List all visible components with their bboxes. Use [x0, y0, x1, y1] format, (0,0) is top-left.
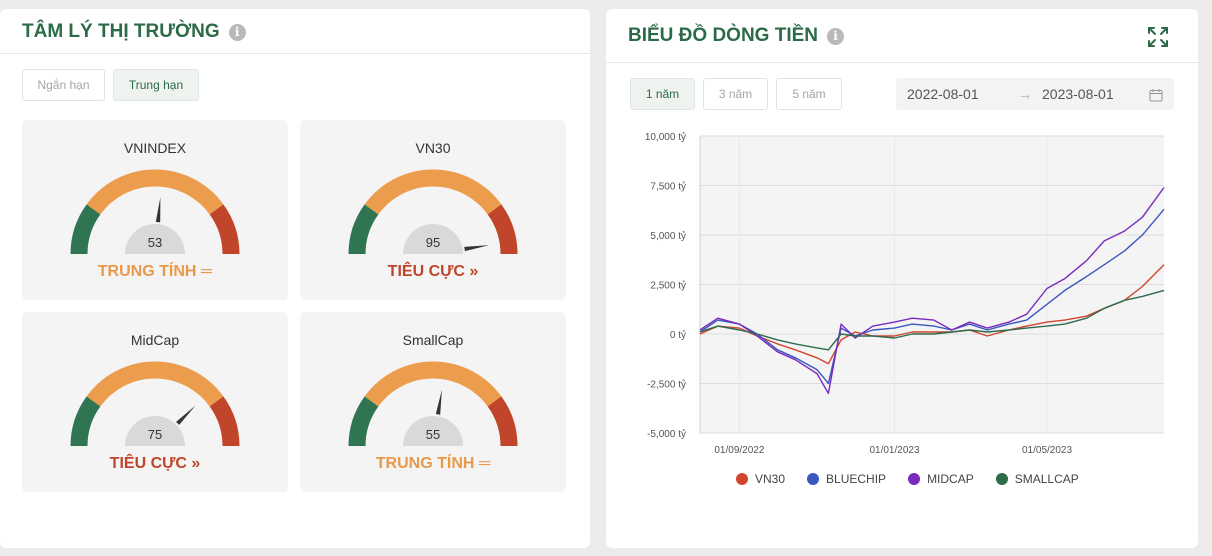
gauge-needle — [435, 389, 442, 415]
sentiment-divider — [0, 53, 590, 54]
period-1-year[interactable]: 1 năm — [630, 78, 695, 110]
gauge-status: TIÊU CỰC » — [22, 455, 288, 473]
expand-icon[interactable] — [1146, 25, 1170, 49]
date-from-input[interactable]: 2022-08-01 — [907, 86, 979, 102]
sentiment-gauge — [70, 361, 240, 447]
gauge-value: 75 — [147, 427, 163, 442]
legend-marker — [908, 473, 921, 485]
gauge-status: TRUNG TÍNH ═ — [300, 455, 566, 473]
gauge-status: TRUNG TÍNH ═ — [22, 263, 288, 281]
gauge-zone-high — [209, 204, 240, 255]
sentiment-title: TÂM LÝ THỊ TRƯỜNG — [22, 21, 220, 42]
legend-label: VN30 — [755, 472, 786, 486]
status-text: TIÊU CỰC — [387, 263, 465, 280]
legend-marker — [807, 473, 820, 485]
date-to-input[interactable]: 2023-08-01 — [1042, 86, 1114, 102]
status-text: TIÊU CỰC — [109, 455, 187, 472]
x-tick-label: 01/05/2023 — [1022, 445, 1072, 456]
legend-label: SMALLCAP — [1014, 472, 1079, 486]
info-icon[interactable]: i — [228, 23, 246, 41]
gauge-zone-high — [487, 204, 518, 255]
gauge-needle — [176, 405, 196, 425]
gauge-hub — [125, 416, 185, 446]
double-chevron-down-icon: » — [191, 455, 201, 472]
y-tick-label: -2,500 tỷ — [647, 379, 686, 391]
equals-icon: ═ — [200, 263, 213, 280]
legend-label: MIDCAP — [927, 472, 974, 486]
period-3-years[interactable]: 3 năm — [703, 78, 768, 110]
gauge-hub — [403, 224, 463, 254]
equals-icon: ═ — [478, 455, 491, 472]
gauge-card-smallcap: SmallCap 55 TRUNG TÍNH ═ — [300, 312, 566, 492]
gauge-label: VNINDEX — [123, 140, 187, 156]
y-tick-label: 2,500 tỷ — [650, 280, 686, 292]
gauge-label: SmallCap — [402, 332, 464, 348]
gauge-zone-low — [348, 396, 379, 447]
legend-item-vn30[interactable]: VN30 — [736, 472, 785, 486]
gauge-value: 55 — [425, 427, 441, 442]
gauge-hub — [403, 416, 463, 446]
series-line-vn30 — [699, 264, 1165, 365]
legend-label: BLUECHIP — [826, 472, 887, 486]
tab-short-term[interactable]: Ngắn hạn — [22, 69, 105, 101]
gauge-card-midcap: MidCap 75 TIÊU CỰC » — [22, 312, 288, 492]
sentiment-gauge — [348, 361, 518, 447]
gauge-zone-high — [209, 396, 240, 447]
gauge-zone-low — [70, 204, 101, 255]
legend-marker — [736, 473, 748, 485]
gauge-zone-mid — [364, 169, 502, 215]
gauge-needle — [155, 197, 161, 223]
gauge-zone-high — [487, 396, 518, 447]
calendar-icon[interactable] — [1149, 88, 1163, 102]
cashflow-header: BIỂU ĐỒ DÒNG TIỀN i — [628, 25, 845, 47]
cashflow-divider — [606, 62, 1198, 63]
gauge-zone-low — [348, 204, 379, 255]
gauge-zone-low — [70, 396, 101, 447]
series-line-bluechip — [699, 208, 1165, 385]
cashflow-panel: BIỂU ĐỒ DÒNG TIỀN i 1 năm 3 năm 5 năm 20… — [606, 9, 1198, 548]
legend-item-midcap[interactable]: MIDCAP — [908, 472, 974, 486]
status-text: TRUNG TÍNH — [97, 263, 197, 280]
gauge-card-vnindex: VNINDEX 53 TRUNG TÍNH ═ — [22, 120, 288, 300]
gauge-value: 95 — [425, 235, 441, 250]
gauge-status: TIÊU CỰC » — [300, 263, 566, 281]
chart-legend: VN30 BLUECHIP MIDCAP SMALLCAP — [736, 472, 1079, 486]
gauge-card-vn30: VN30 95 TIÊU CỰC » — [300, 120, 566, 300]
gauge-value: 53 — [147, 235, 163, 250]
gauge-zone-mid — [86, 169, 224, 215]
gauge-hub — [125, 224, 185, 254]
period-5-years[interactable]: 5 năm — [776, 78, 842, 110]
gauge-label: VN30 — [415, 140, 451, 156]
series-line-smallcap — [699, 289, 1165, 351]
x-tick-label: 01/01/2023 — [869, 445, 919, 456]
x-tick-label: 01/09/2022 — [714, 445, 764, 456]
y-tick-label: 0 tỷ — [670, 329, 686, 341]
legend-item-bluechip[interactable]: BLUECHIP — [807, 472, 886, 486]
gauge-needle — [464, 245, 490, 252]
sentiment-header: TÂM LÝ THỊ TRƯỜNG i — [22, 21, 246, 43]
date-range-picker[interactable]: 2022-08-01 → 2023-08-01 — [896, 78, 1174, 110]
cashflow-title: BIỂU ĐỒ DÒNG TIỀN — [628, 25, 819, 46]
cashflow-line-chart: -5,000 tỷ -2,500 tỷ 0 tỷ 2,500 tỷ 5,000 tỷ 7,… — [645, 131, 1165, 456]
legend-item-smallcap[interactable]: SMALLCAP — [995, 472, 1079, 486]
sentiment-gauge — [70, 169, 240, 255]
market-sentiment-panel: TÂM LÝ THỊ TRƯỜNG i Ngắn hạn Trung hạn V… — [0, 9, 590, 548]
y-tick-label: 5,000 tỷ — [650, 230, 686, 242]
gauge-label: MidCap — [130, 332, 180, 348]
legend-marker — [995, 473, 1008, 485]
double-chevron-down-icon: » — [469, 263, 479, 280]
arrow-right-icon: → — [1018, 86, 1032, 102]
y-tick-label: -5,000 tỷ — [647, 428, 686, 440]
info-icon[interactable]: i — [827, 27, 845, 45]
gauge-zone-mid — [364, 361, 502, 407]
tab-medium-term[interactable]: Trung hạn — [113, 69, 199, 101]
series-line-midcap — [699, 187, 1165, 395]
sentiment-gauge — [348, 169, 518, 255]
y-tick-label: 10,000 tỷ — [645, 131, 686, 143]
status-text: TRUNG TÍNH — [375, 455, 475, 472]
y-tick-label: 7,500 tỷ — [650, 181, 686, 193]
gauge-zone-mid — [86, 361, 224, 407]
